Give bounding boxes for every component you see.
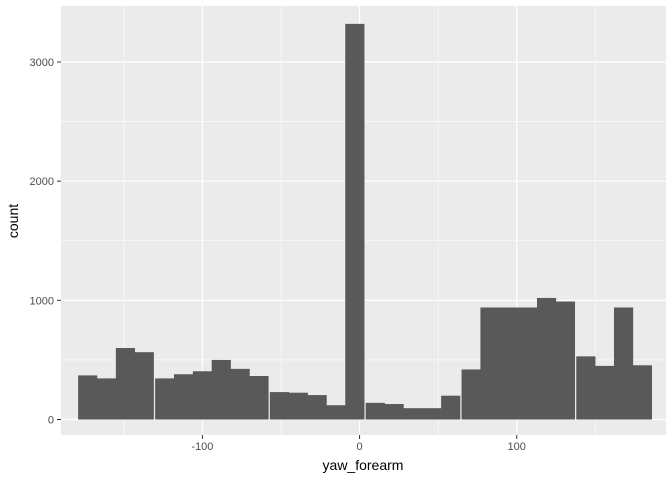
histogram-bar: [403, 408, 423, 420]
histogram-bar: [384, 404, 404, 420]
histogram-bar: [230, 368, 250, 420]
histogram-bar: [134, 352, 154, 420]
histogram-bar: [461, 369, 481, 420]
histogram-bar: [115, 348, 136, 420]
histogram-bar: [192, 371, 213, 420]
histogram-bar: [518, 307, 538, 420]
histogram-bar: [576, 356, 596, 420]
histogram-bar: [326, 405, 346, 420]
y-tick-label: 1000: [30, 295, 54, 307]
histogram-bar: [365, 402, 385, 420]
histogram-bar: [345, 23, 365, 420]
histogram-bar: [269, 392, 290, 420]
histogram-bar: [211, 359, 231, 420]
histogram-bar: [499, 307, 519, 420]
x-tick-label: -100: [191, 441, 213, 453]
y-tick-label: 0: [48, 415, 54, 427]
histogram-bar: [536, 297, 557, 420]
histogram-bar: [480, 307, 500, 420]
bars: [78, 23, 653, 420]
x-axis-title: yaw_forearm: [323, 457, 404, 473]
histogram-bar: [613, 307, 634, 420]
histogram-bar: [173, 374, 194, 420]
histogram-bar: [441, 395, 461, 420]
histogram-bar: [96, 378, 117, 420]
x-tick-label: 0: [357, 441, 363, 453]
histogram-bar: [307, 395, 327, 420]
y-axis-title: count: [5, 204, 21, 238]
histogram-bar: [595, 365, 615, 420]
histogram-bar: [555, 301, 576, 420]
histogram-bar: [78, 375, 98, 420]
y-tick-label: 3000: [30, 57, 54, 69]
histogram-bar: [422, 408, 442, 420]
histogram-bar: [249, 376, 269, 420]
histogram-bar: [632, 365, 653, 420]
histogram-bar: [288, 392, 308, 420]
x-tick-label: 100: [508, 441, 526, 453]
histogram-bar: [155, 378, 175, 420]
y-tick-label: 2000: [30, 176, 54, 188]
